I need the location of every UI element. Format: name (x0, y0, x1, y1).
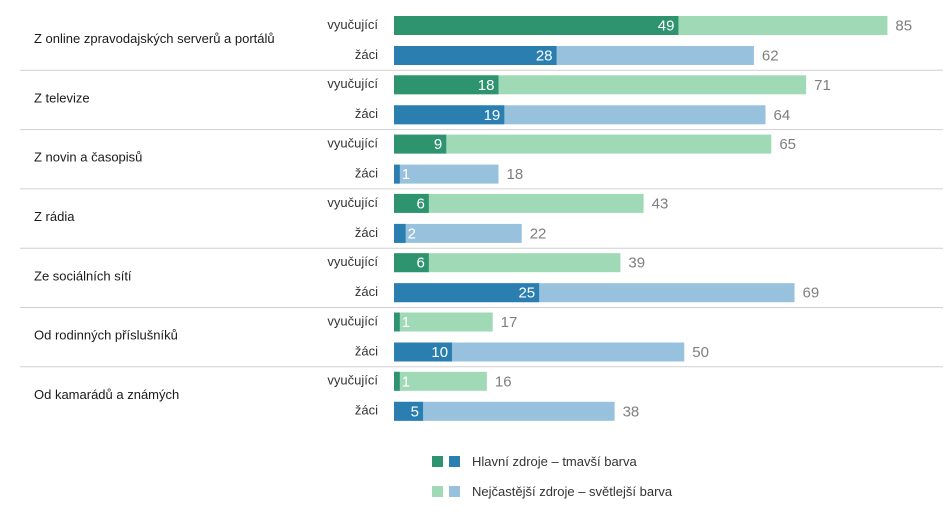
bar-main (394, 16, 679, 35)
bar-main (394, 223, 406, 243)
value-label-frequent: 22 (530, 225, 547, 242)
bar-main (394, 134, 447, 154)
group-label: žáci (355, 47, 378, 62)
bar-chart: Z online zpravodajských serverů a portál… (20, 16, 943, 421)
legend: Hlavní zdroje – tmavší barva Nejčastější… (432, 452, 672, 512)
bar-main (394, 75, 499, 95)
category-label: Z televize (34, 90, 90, 105)
bar-main (394, 342, 453, 362)
bar-frequent (394, 371, 487, 391)
value-label-main: 25 (518, 285, 535, 302)
value-label-main: 49 (658, 17, 675, 34)
legend-item-main: Hlavní zdroje – tmavší barva (432, 452, 672, 470)
category-label: Z novin a časopisů (34, 150, 142, 165)
group-label: žáci (355, 284, 378, 299)
bar-frequent (394, 193, 644, 213)
group-label: vyučující (327, 195, 378, 210)
category-label: Ze sociálních sítí (34, 268, 132, 283)
bar-frequent (394, 134, 772, 154)
bar-main (394, 312, 400, 332)
value-label-main: 9 (434, 136, 442, 153)
group-label: vyučující (327, 254, 378, 269)
group-label: žáci (355, 166, 378, 181)
value-label-main: 1 (402, 373, 410, 390)
category-label: Od kamarádů a známých (34, 387, 179, 402)
bar-main (394, 46, 557, 65)
group-label: žáci (355, 343, 378, 358)
group-label: žáci (355, 403, 378, 418)
legend-swatch-teacher-frequent (432, 485, 443, 497)
group-label: vyučující (327, 373, 378, 388)
bar-frequent (394, 253, 621, 273)
category-label: Od rodinných příslušníků (34, 328, 178, 343)
group-label: vyučující (327, 76, 378, 91)
value-label-main: 18 (478, 77, 495, 94)
category-label: Z rádia (34, 209, 75, 224)
bar-main (394, 401, 424, 421)
value-label-frequent: 17 (501, 314, 518, 331)
value-label-frequent: 43 (652, 195, 669, 212)
bar-main (394, 371, 400, 391)
value-label-main: 28 (536, 47, 553, 64)
value-label-frequent: 69 (803, 285, 820, 302)
group-label: žáci (355, 225, 378, 240)
legend-swatch-student-main (449, 455, 460, 467)
value-label-frequent: 64 (774, 107, 791, 124)
bar-main (394, 283, 540, 303)
bar-main (394, 105, 505, 125)
bar-main (394, 164, 400, 184)
value-label-main: 1 (402, 166, 410, 183)
value-label-main: 2 (408, 225, 416, 242)
legend-label-main: Hlavní zdroje – tmavší barva (472, 453, 637, 469)
bar-frequent (394, 312, 493, 332)
bar-main (394, 253, 429, 273)
legend-item-frequent: Nejčastější zdroje – světlejší barva (432, 482, 672, 500)
value-label-main: 10 (431, 344, 448, 361)
value-label-main: 1 (402, 314, 410, 331)
value-label-frequent: 71 (814, 77, 831, 94)
value-label-frequent: 50 (692, 344, 709, 361)
value-label-main: 19 (484, 107, 501, 124)
bar-frequent (394, 164, 499, 184)
group-label: vyučující (327, 17, 378, 32)
value-label-main: 6 (416, 255, 424, 272)
group-label: vyučující (327, 136, 378, 151)
value-label-frequent: 85 (895, 17, 912, 34)
group-label: vyučující (327, 313, 378, 328)
legend-label-frequent: Nejčastější zdroje – světlejší barva (472, 483, 673, 499)
category-label: Z online zpravodajských serverů a portál… (34, 31, 275, 46)
value-label-frequent: 65 (779, 136, 796, 153)
value-label-frequent: 18 (506, 166, 523, 183)
bar-frequent (394, 342, 685, 362)
value-label-frequent: 62 (762, 47, 779, 64)
value-label-main: 5 (411, 403, 419, 420)
value-label-frequent: 38 (623, 403, 640, 420)
group-label: žáci (355, 106, 378, 121)
value-label-frequent: 39 (628, 255, 645, 272)
value-label-main: 6 (416, 195, 424, 212)
bar-main (394, 193, 429, 213)
legend-swatch-teacher-main (432, 455, 443, 467)
bar-frequent (394, 401, 615, 421)
value-label-frequent: 16 (495, 373, 512, 390)
bar-frequent (394, 223, 522, 243)
legend-swatch-student-frequent (449, 485, 460, 497)
